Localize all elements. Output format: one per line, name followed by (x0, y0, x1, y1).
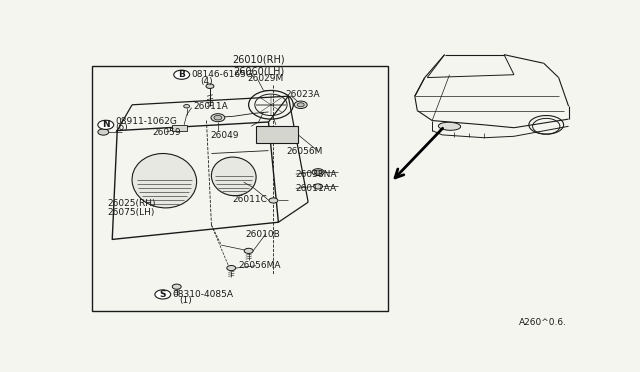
Circle shape (312, 169, 324, 176)
Text: 26059: 26059 (152, 128, 180, 137)
Ellipse shape (211, 157, 256, 196)
Text: (6): (6) (116, 123, 129, 132)
Text: N: N (102, 121, 109, 129)
Circle shape (172, 284, 181, 289)
Text: 26023A: 26023A (286, 90, 321, 99)
Circle shape (173, 70, 189, 79)
Text: 26010(RH)
26060(LH): 26010(RH) 26060(LH) (232, 55, 285, 76)
Text: 08911-1062G: 08911-1062G (116, 118, 177, 126)
Circle shape (155, 290, 171, 299)
Circle shape (98, 120, 114, 129)
Circle shape (244, 248, 253, 253)
Text: 26038NA: 26038NA (296, 170, 337, 179)
Circle shape (227, 266, 236, 271)
Circle shape (294, 101, 307, 109)
Text: S: S (159, 290, 166, 299)
Circle shape (211, 114, 225, 122)
Ellipse shape (132, 154, 196, 208)
Circle shape (314, 184, 323, 189)
Text: 26025(RH): 26025(RH) (108, 199, 156, 208)
Text: 26075(LH): 26075(LH) (108, 208, 155, 217)
Text: B: B (179, 70, 185, 79)
Text: 26029M: 26029M (248, 74, 284, 83)
Text: 08146-6165G: 08146-6165G (191, 70, 253, 79)
Text: (1): (1) (179, 296, 192, 305)
Circle shape (98, 129, 109, 135)
Circle shape (269, 198, 278, 203)
Text: 26011A: 26011A (193, 102, 228, 111)
Text: (4): (4) (200, 77, 212, 86)
Bar (92, 66, 388, 311)
Text: 26010B: 26010B (245, 230, 280, 239)
Circle shape (214, 115, 222, 120)
Text: 26049: 26049 (211, 131, 239, 140)
Text: 26056M: 26056M (287, 147, 323, 156)
Circle shape (297, 103, 304, 107)
Ellipse shape (438, 122, 461, 130)
Text: 08310-4085A: 08310-4085A (172, 290, 233, 299)
Circle shape (206, 84, 214, 89)
Text: A260^0.6.: A260^0.6. (519, 318, 567, 327)
Circle shape (315, 170, 321, 174)
Text: 26056MA: 26056MA (239, 261, 281, 270)
Text: 26011C: 26011C (232, 195, 267, 204)
Bar (172, 125, 187, 131)
Text: 26011AA: 26011AA (296, 184, 337, 193)
Bar (256, 126, 298, 144)
Circle shape (184, 105, 189, 108)
